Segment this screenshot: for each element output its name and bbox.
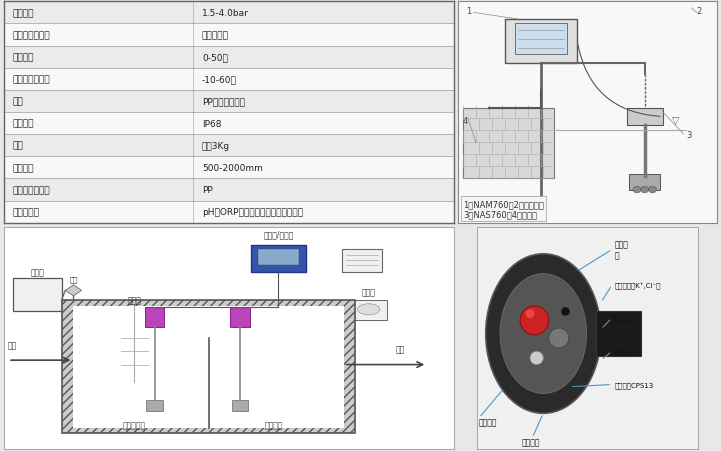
Bar [145,307,164,327]
Text: 3: 3 [686,130,691,139]
Text: 电势匹配: 电势匹配 [521,437,540,446]
Text: IP68: IP68 [202,120,221,128]
Circle shape [633,187,641,193]
Text: 1: 1 [466,7,471,16]
Circle shape [358,304,380,315]
Text: 补偵电极（K⁺,Cl⁻）: 补偵电极（K⁺,Cl⁻） [614,281,660,289]
Bar [146,400,163,411]
Circle shape [641,187,649,193]
Circle shape [549,328,569,348]
Text: 二次中和: 二次中和 [265,420,283,429]
Bar [505,20,578,64]
Bar [4,24,454,46]
Text: 搞拌器: 搞拌器 [128,296,141,305]
Bar [4,157,454,179]
Text: 2: 2 [696,7,702,16]
Bar [4,91,454,113]
Text: 温度传感器: 温度传感器 [614,314,637,323]
Text: 出水: 出水 [396,345,405,354]
Bar [4,46,454,69]
Text: pH，ORP，氨氮、稀氮、氟、氯等；: pH，ORP，氨氮、稀氮、氟、氯等； [202,208,303,216]
Circle shape [520,306,549,335]
Text: 氢氨电极: 氢氨电极 [479,418,497,427]
Bar [4,135,454,157]
Bar [4,201,454,223]
Polygon shape [66,285,81,296]
Text: 测量水体的温度: 测量水体的温度 [13,75,50,84]
Bar [13,279,62,312]
Text: 环境大气压: 环境大气压 [202,31,229,40]
Bar [74,306,344,428]
Bar [627,108,663,126]
Circle shape [530,351,544,365]
Text: 0-50度: 0-50度 [202,53,228,62]
Text: 报警器: 报警器 [362,287,376,296]
Text: 测量水体的压力: 测量水体的压力 [13,31,50,40]
Bar [252,245,306,272]
Text: 防护等级: 防护等级 [13,120,34,128]
Text: ▽: ▽ [672,116,680,126]
Text: 环境温度: 环境温度 [13,53,34,62]
Text: 重量: 重量 [13,142,23,150]
Bar [232,400,248,411]
Text: 1.5-4.0bar: 1.5-4.0bar [202,9,249,18]
Bar [629,175,660,190]
Bar [4,179,454,201]
Bar [258,250,298,265]
Bar [62,301,355,433]
Text: -10-60度: -10-60度 [202,75,236,84]
Bar [463,108,554,179]
Ellipse shape [500,274,586,393]
Bar [4,113,454,135]
Text: 初级中和池: 初级中和池 [123,420,146,429]
Text: 稀酸盐
氮: 稀酸盐 氮 [614,240,628,259]
Text: 安装长度: 安装长度 [13,164,34,172]
Text: 1，NAM760；2，保护壳；
3，NAS760；4，气泵；: 1，NAM760；2，保护壳； 3，NAS760；4，气泵； [463,199,544,219]
Bar [4,69,454,91]
Text: PP: PP [202,186,213,194]
Text: 500-2000mm: 500-2000mm [202,164,262,172]
Text: 供水水压: 供水水压 [13,9,34,18]
Text: 清洗单元: 清洗单元 [614,347,633,356]
Bar [4,2,454,24]
Bar [230,307,250,327]
Text: 传感器电极: 传感器电极 [13,208,40,216]
Bar [596,312,641,356]
Bar [350,301,386,321]
Text: 阀门: 阀门 [69,275,78,282]
Circle shape [649,187,656,193]
Ellipse shape [486,254,601,414]
Text: 绘图仪/记录仪: 绘图仪/记录仪 [263,230,293,239]
Text: PP，阳极氧化铝: PP，阳极氧化铝 [202,97,245,106]
Text: 进水: 进水 [8,341,17,350]
Text: 4: 4 [463,117,468,126]
Circle shape [526,309,534,318]
Text: 大约3Kg: 大约3Kg [202,142,230,150]
Text: 接触媒质的材料: 接触媒质的材料 [13,186,50,194]
Bar [515,24,567,55]
Bar [342,250,382,272]
Text: 参比电极CPS13: 参比电极CPS13 [614,382,653,388]
Text: 外壳: 外壳 [13,97,23,106]
Circle shape [561,307,570,316]
Text: 储备筱: 储备筱 [30,267,44,276]
